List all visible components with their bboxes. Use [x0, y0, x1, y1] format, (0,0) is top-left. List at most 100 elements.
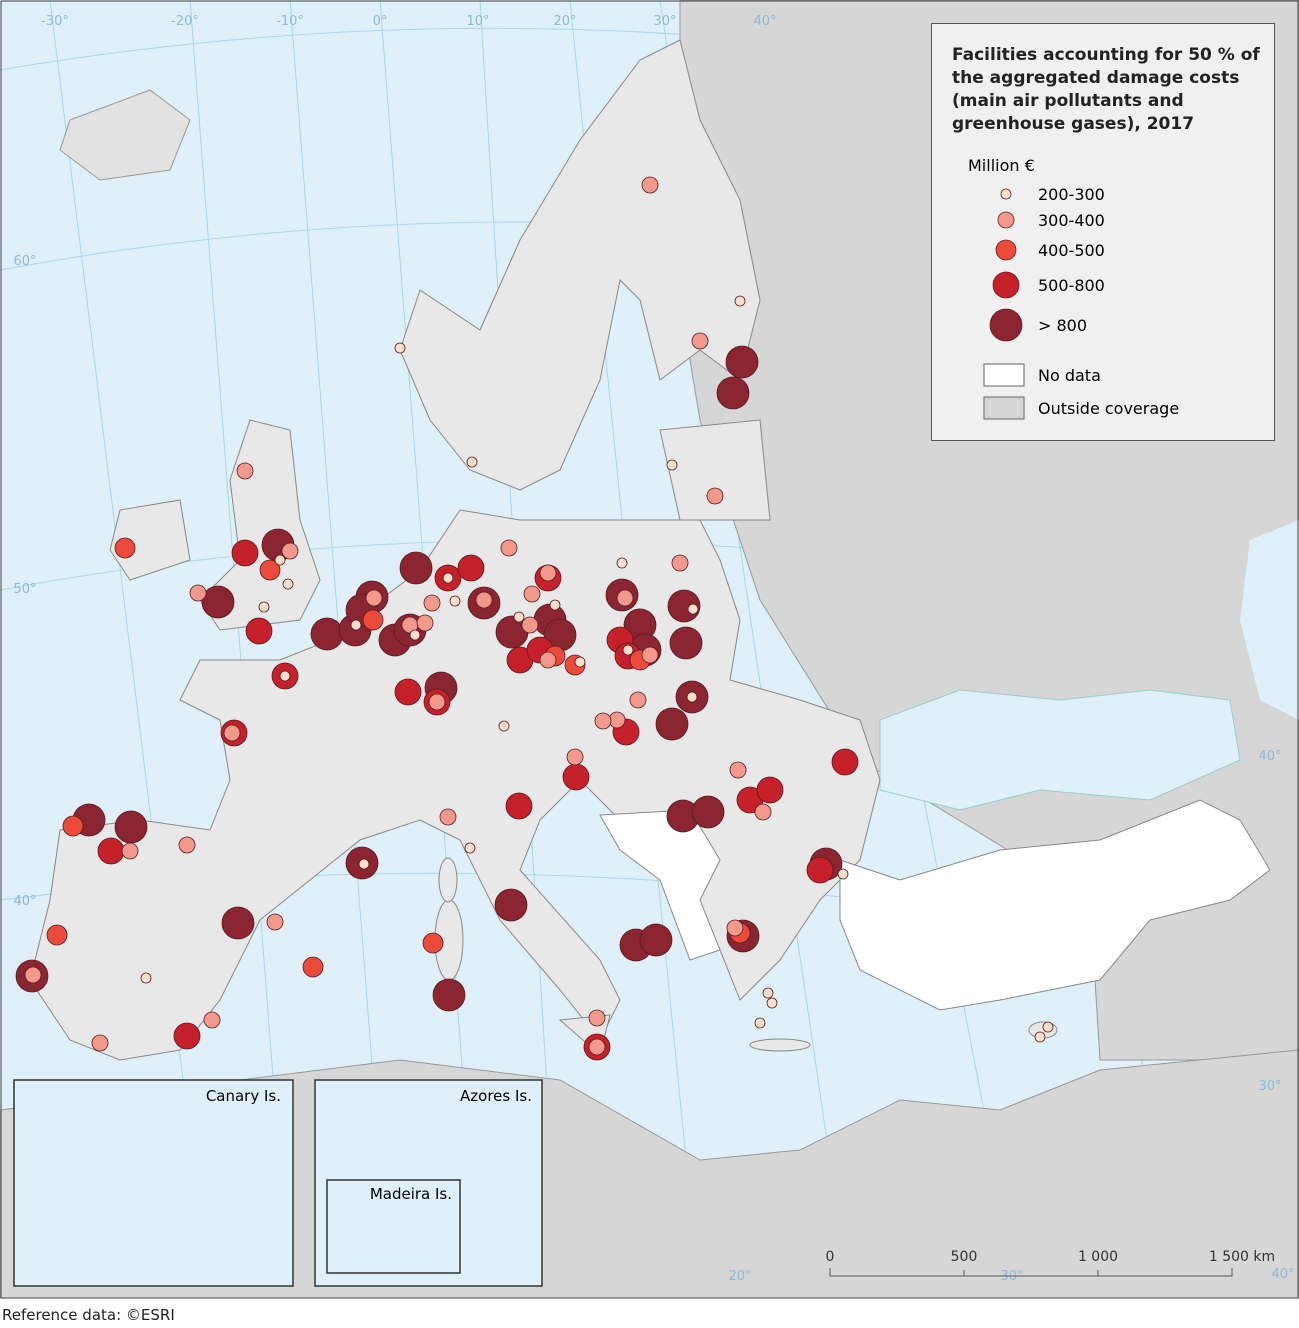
facility-marker [706, 487, 724, 505]
facility-marker [616, 557, 628, 569]
legend-unit: Million € [968, 156, 1035, 175]
facility-marker [358, 858, 370, 870]
facility-marker [203, 1011, 221, 1029]
facility-marker [46, 924, 68, 946]
inset-canary: Canary Is. [13, 1079, 294, 1287]
facility-marker [500, 539, 518, 557]
facility-marker [594, 712, 612, 730]
facility-marker [173, 1022, 201, 1050]
legend-title: Facilities accounting for 50 % of the ag… [952, 45, 1260, 134]
legend-label: Outside coverage [1038, 399, 1179, 418]
facility-marker [266, 913, 284, 931]
facility-marker [671, 554, 689, 572]
facility-marker [439, 808, 457, 826]
facility-marker [691, 332, 709, 350]
facility-marker [258, 601, 270, 613]
legend-symbol [995, 239, 1017, 261]
facility-marker [245, 617, 273, 645]
facility-marker [521, 616, 539, 634]
legend-label: 500-800 [1038, 276, 1105, 295]
facility-marker [394, 678, 422, 706]
scale-label: 500 [951, 1249, 978, 1265]
facility-marker [475, 591, 493, 609]
facility-marker [641, 646, 659, 664]
facility-marker [691, 795, 725, 829]
facility-marker [442, 572, 454, 584]
facility-marker [140, 972, 152, 984]
facility-marker [91, 1034, 109, 1052]
facility-marker [236, 462, 254, 480]
facility-marker [574, 656, 586, 668]
inset-frame [326, 1179, 461, 1274]
facility-marker [201, 585, 235, 619]
facility-marker [466, 456, 478, 468]
graticule-label: 50° [13, 582, 36, 597]
no-data-balkans [599, 809, 721, 961]
legend-symbol [1000, 188, 1012, 200]
legend-symbols: No data Outside coverage 200-300 300-400 4… [983, 185, 1179, 420]
facility-marker [539, 564, 557, 582]
scale-label: 1 500 km [1209, 1249, 1275, 1265]
facility-marker [566, 748, 584, 766]
facility-marker [549, 599, 561, 611]
facility-marker [422, 932, 444, 954]
legend-label: 400-500 [1038, 241, 1105, 260]
facility-marker [766, 997, 778, 1009]
facility-marker [282, 578, 294, 590]
facility-marker [716, 376, 750, 410]
legend-symbol [997, 211, 1015, 229]
caspian-sea [1240, 520, 1299, 720]
facility-marker [686, 691, 698, 703]
facility-marker [178, 836, 196, 854]
facility-marker [223, 724, 241, 742]
facility-marker [687, 603, 699, 615]
facility-marker [350, 619, 362, 631]
facility-marker [394, 342, 406, 354]
graticule-label: 30° [1258, 1079, 1281, 1094]
facility-marker [189, 584, 207, 602]
facilities [15, 176, 1054, 1197]
facility-marker [629, 691, 647, 709]
legend-label: > 800 [1038, 316, 1087, 335]
facility-marker [97, 837, 125, 865]
facility-marker [666, 459, 678, 471]
facility-marker [310, 617, 344, 651]
facility-marker [302, 956, 324, 978]
facility-marker [513, 611, 525, 623]
facility-marker [762, 987, 774, 999]
facility-marker [756, 776, 784, 804]
facility-marker [806, 856, 834, 884]
facility-marker [562, 763, 590, 791]
legend: Facilities accounting for 50 % of the ag… [931, 23, 1275, 441]
facility-marker [274, 554, 286, 566]
graticule-label: 40° [753, 14, 776, 29]
scale-label: 0 [826, 1249, 835, 1265]
graticule-label: 40° [13, 894, 36, 909]
scale-bar [829, 1268, 1233, 1277]
source: Reference data: ©ESRI [2, 1306, 175, 1324]
facility-marker [725, 345, 759, 379]
facility-marker [588, 1009, 606, 1027]
graticule-label: 20° [553, 14, 576, 29]
facility-marker [539, 651, 557, 669]
inset-frame [13, 1079, 294, 1287]
graticule-label: 0° [373, 14, 388, 29]
facility-marker [608, 711, 626, 729]
iceland [59, 89, 191, 181]
facility-marker [449, 595, 461, 607]
graticule-label: 20° [728, 1269, 751, 1284]
facility-marker [754, 1017, 766, 1029]
facility-marker [399, 551, 433, 585]
scale-line [829, 1268, 1233, 1277]
facility-marker [754, 803, 772, 821]
facility-marker [622, 644, 634, 656]
map-frame [0, 0, 1299, 1299]
inset-azores: Azores Is. Madeira Is. [314, 1079, 543, 1287]
facility-marker [669, 626, 703, 660]
legend-label: 200-300 [1038, 185, 1105, 204]
facility-marker [1034, 1031, 1046, 1043]
facility-marker [464, 842, 476, 854]
facility-marker [498, 720, 510, 732]
facility-marker [432, 978, 466, 1012]
legend-symbol [992, 271, 1020, 299]
